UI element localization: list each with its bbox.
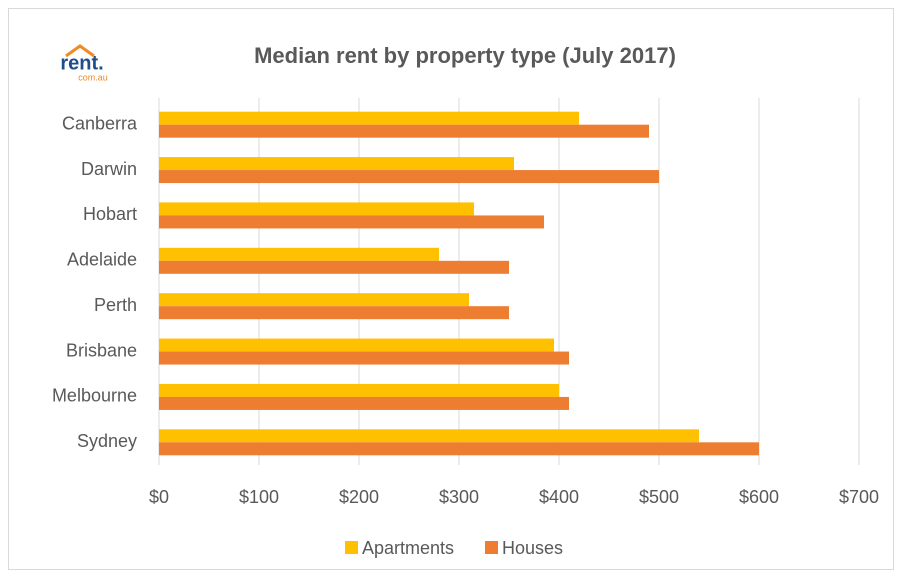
y-tick-label: Canberra xyxy=(62,113,138,133)
bar xyxy=(159,260,509,274)
logo-roof xyxy=(65,44,95,58)
legend-swatch xyxy=(345,541,358,554)
x-tick-label: $0 xyxy=(149,487,169,507)
bar xyxy=(159,124,649,138)
y-tick-label: Hobart xyxy=(83,204,137,224)
bar xyxy=(159,247,439,261)
chart-title: Median rent by property type (July 2017) xyxy=(254,43,676,68)
x-tick-label: $500 xyxy=(639,487,679,507)
legend-swatch xyxy=(485,541,498,554)
bar xyxy=(159,429,699,443)
legend-label: Apartments xyxy=(362,538,454,558)
chart-border xyxy=(8,8,894,570)
logo-text: rent. xyxy=(60,52,103,74)
bar xyxy=(159,306,509,320)
bar xyxy=(159,111,579,125)
x-tick-label: $400 xyxy=(539,487,579,507)
bar xyxy=(159,396,569,410)
y-tick-label: Darwin xyxy=(81,159,137,179)
bar xyxy=(159,215,544,229)
x-tick-label: $200 xyxy=(339,487,379,507)
x-tick-label: $100 xyxy=(239,487,279,507)
x-tick-label: $600 xyxy=(739,487,779,507)
bar xyxy=(159,383,559,397)
bar xyxy=(159,202,474,216)
y-tick-label: Sydney xyxy=(77,431,137,451)
bar xyxy=(159,351,569,365)
y-tick-label: Adelaide xyxy=(67,250,137,270)
x-tick-label: $700 xyxy=(839,487,879,507)
legend-label: Houses xyxy=(502,538,563,558)
y-tick-label: Perth xyxy=(94,295,137,315)
y-tick-label: Melbourne xyxy=(52,386,137,406)
bar xyxy=(159,442,759,456)
bar xyxy=(159,170,659,184)
bar xyxy=(159,157,514,171)
x-tick-label: $300 xyxy=(439,487,479,507)
y-tick-label: Brisbane xyxy=(66,340,137,360)
logo-subtext: com.au xyxy=(78,72,108,82)
bar xyxy=(159,293,469,307)
bar xyxy=(159,338,554,352)
